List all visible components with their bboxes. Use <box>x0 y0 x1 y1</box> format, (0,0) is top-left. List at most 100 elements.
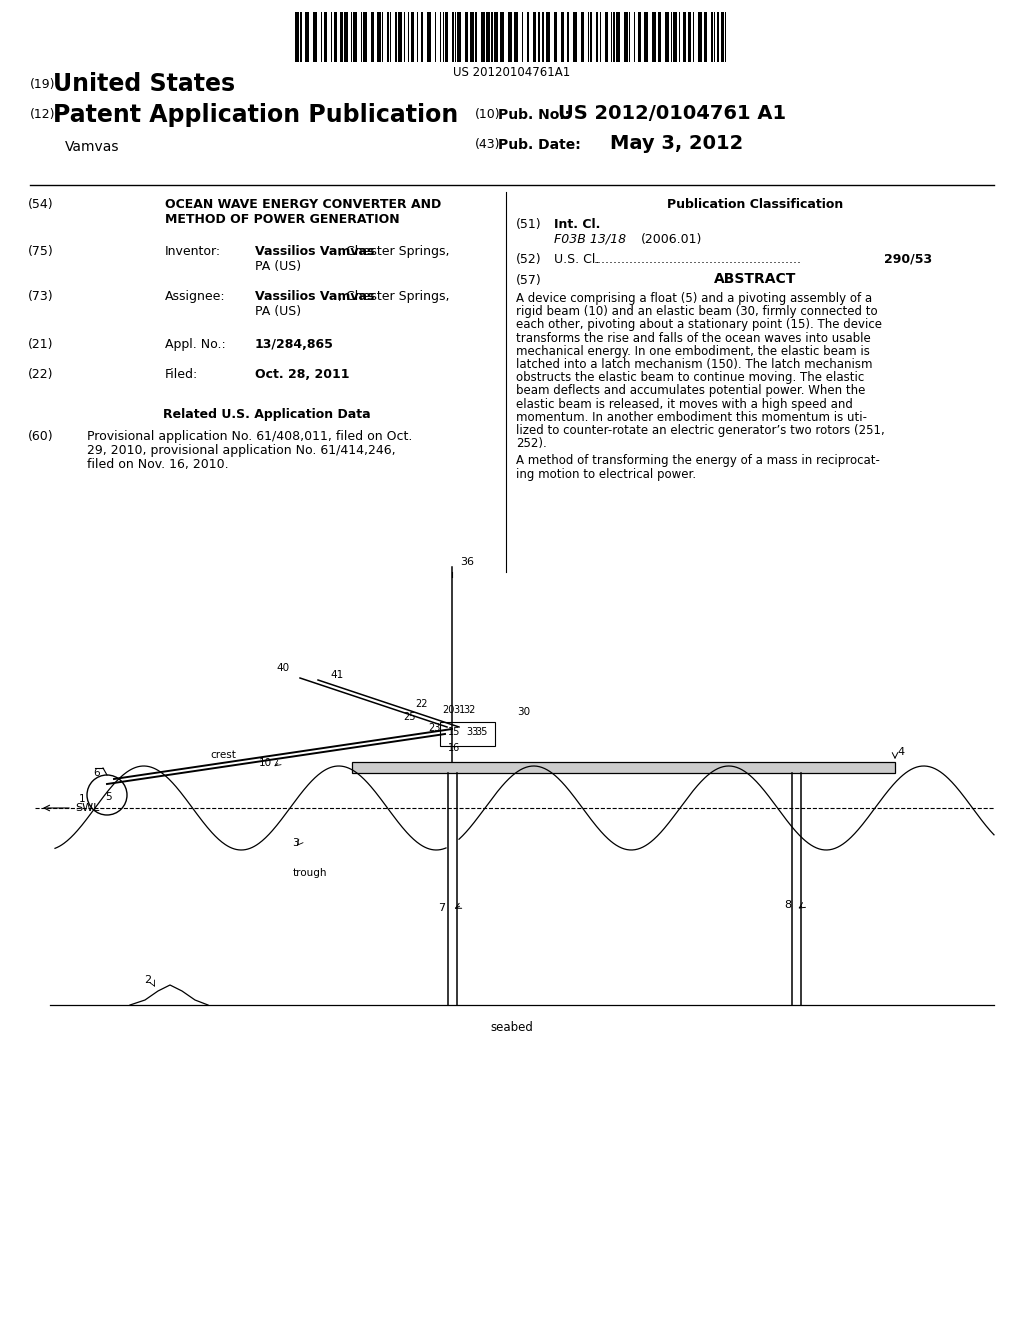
Text: ABSTRACT: ABSTRACT <box>714 272 797 286</box>
Text: 33: 33 <box>466 727 478 737</box>
Bar <box>538 12 540 62</box>
Text: 31: 31 <box>453 705 465 715</box>
Text: Related U.S. Application Data: Related U.S. Application Data <box>163 408 371 421</box>
Bar <box>305 12 309 62</box>
Text: 13/284,865: 13/284,865 <box>255 338 334 351</box>
Bar <box>387 12 389 62</box>
Text: lized to counter-rotate an electric generator’s two rotors (251,: lized to counter-rotate an electric gene… <box>516 424 885 437</box>
Text: OCEAN WAVE ENERGY CONVERTER AND: OCEAN WAVE ENERGY CONVERTER AND <box>165 198 441 211</box>
Bar <box>344 12 348 62</box>
Text: May 3, 2012: May 3, 2012 <box>610 135 743 153</box>
Bar <box>705 12 707 62</box>
Text: Pub. No.:: Pub. No.: <box>498 108 570 121</box>
Text: 25: 25 <box>403 711 416 722</box>
Bar <box>324 12 327 62</box>
Text: ....................................................: ........................................… <box>594 253 802 267</box>
Bar <box>427 12 431 62</box>
Text: obstructs the elastic beam to continue moving. The elastic: obstructs the elastic beam to continue m… <box>516 371 864 384</box>
Text: 23: 23 <box>428 723 440 733</box>
Bar <box>711 12 713 62</box>
Text: (51): (51) <box>516 218 542 231</box>
Text: Provisional application No. 61/408,011, filed on Oct.: Provisional application No. 61/408,011, … <box>87 430 413 444</box>
Bar <box>665 12 669 62</box>
Text: beam deflects and accumulates potential power. When the: beam deflects and accumulates potential … <box>516 384 865 397</box>
Bar <box>334 12 337 62</box>
Text: PA (US): PA (US) <box>255 305 301 318</box>
Text: (54): (54) <box>28 198 53 211</box>
Bar <box>561 12 564 62</box>
Text: SWL: SWL <box>75 803 99 813</box>
Bar <box>581 12 584 62</box>
Text: filed on Nov. 16, 2010.: filed on Nov. 16, 2010. <box>87 458 228 471</box>
Bar <box>644 12 648 62</box>
Text: (19): (19) <box>30 78 55 91</box>
Bar <box>688 12 691 62</box>
Text: rigid beam (10) and an elastic beam (30, firmly connected to: rigid beam (10) and an elastic beam (30,… <box>516 305 878 318</box>
Bar <box>470 12 474 62</box>
Bar <box>613 12 615 62</box>
Bar <box>658 12 662 62</box>
Text: seabed: seabed <box>490 1020 534 1034</box>
Text: F03B 13/18: F03B 13/18 <box>554 234 626 246</box>
Text: 22: 22 <box>416 700 428 709</box>
Text: elastic beam is released, it moves with a high speed and: elastic beam is released, it moves with … <box>516 397 853 411</box>
Text: (21): (21) <box>28 338 53 351</box>
Text: 2: 2 <box>144 975 152 985</box>
Text: Patent Application Publication: Patent Application Publication <box>53 103 459 127</box>
Bar <box>596 12 598 62</box>
Bar <box>353 12 357 62</box>
Text: 252).: 252). <box>516 437 547 450</box>
Bar <box>652 12 656 62</box>
Bar <box>554 12 557 62</box>
Text: (22): (22) <box>28 368 53 381</box>
Text: crest: crest <box>210 750 236 760</box>
Bar <box>494 12 498 62</box>
Bar <box>490 12 493 62</box>
Text: PA (US): PA (US) <box>255 260 301 273</box>
Text: Vassilios Vamvas: Vassilios Vamvas <box>255 246 375 257</box>
Text: , Chester Springs,: , Chester Springs, <box>338 290 450 304</box>
Text: 3: 3 <box>292 838 298 847</box>
Text: (75): (75) <box>28 246 53 257</box>
Text: (2006.01): (2006.01) <box>641 234 702 246</box>
Text: US 2012/0104761 A1: US 2012/0104761 A1 <box>558 104 786 123</box>
Text: momentum. In another embodiment this momentum is uti-: momentum. In another embodiment this mom… <box>516 411 867 424</box>
Text: (52): (52) <box>516 253 542 267</box>
Text: A method of transforming the energy of a mass in reciprocat-: A method of transforming the energy of a… <box>516 454 880 467</box>
Bar <box>683 12 686 62</box>
Text: each other, pivoting about a stationary point (15). The device: each other, pivoting about a stationary … <box>516 318 882 331</box>
Bar <box>352 762 895 774</box>
Bar <box>452 12 454 62</box>
Text: (73): (73) <box>28 290 53 304</box>
Circle shape <box>87 775 127 814</box>
Bar <box>457 12 461 62</box>
Text: Int. Cl.: Int. Cl. <box>554 218 600 231</box>
Text: (43): (43) <box>475 139 501 150</box>
Bar <box>362 12 367 62</box>
Bar <box>465 12 468 62</box>
Text: A device comprising a float (5) and a pivoting assembly of a: A device comprising a float (5) and a pi… <box>516 292 872 305</box>
Bar <box>481 12 485 62</box>
Bar <box>616 12 620 62</box>
Text: (60): (60) <box>28 430 53 444</box>
Bar <box>395 12 397 62</box>
Text: Pub. Date:: Pub. Date: <box>498 139 581 152</box>
Text: ing motion to electrical power.: ing motion to electrical power. <box>516 467 696 480</box>
Bar <box>573 12 577 62</box>
Text: 35: 35 <box>476 727 488 737</box>
Bar <box>486 12 490 62</box>
Bar <box>605 12 608 62</box>
Text: 8: 8 <box>784 900 792 909</box>
Text: transforms the rise and falls of the ocean waves into usable: transforms the rise and falls of the oce… <box>516 331 870 345</box>
Text: 32: 32 <box>463 705 475 715</box>
Text: 16: 16 <box>447 743 460 752</box>
Text: (10): (10) <box>475 108 501 121</box>
Bar <box>313 12 317 62</box>
Bar <box>340 12 343 62</box>
Bar <box>421 12 423 62</box>
Text: 41: 41 <box>330 671 343 680</box>
Text: Filed:: Filed: <box>165 368 199 381</box>
Bar <box>514 12 518 62</box>
Text: 15: 15 <box>447 727 460 737</box>
Text: 290/53: 290/53 <box>884 253 932 267</box>
